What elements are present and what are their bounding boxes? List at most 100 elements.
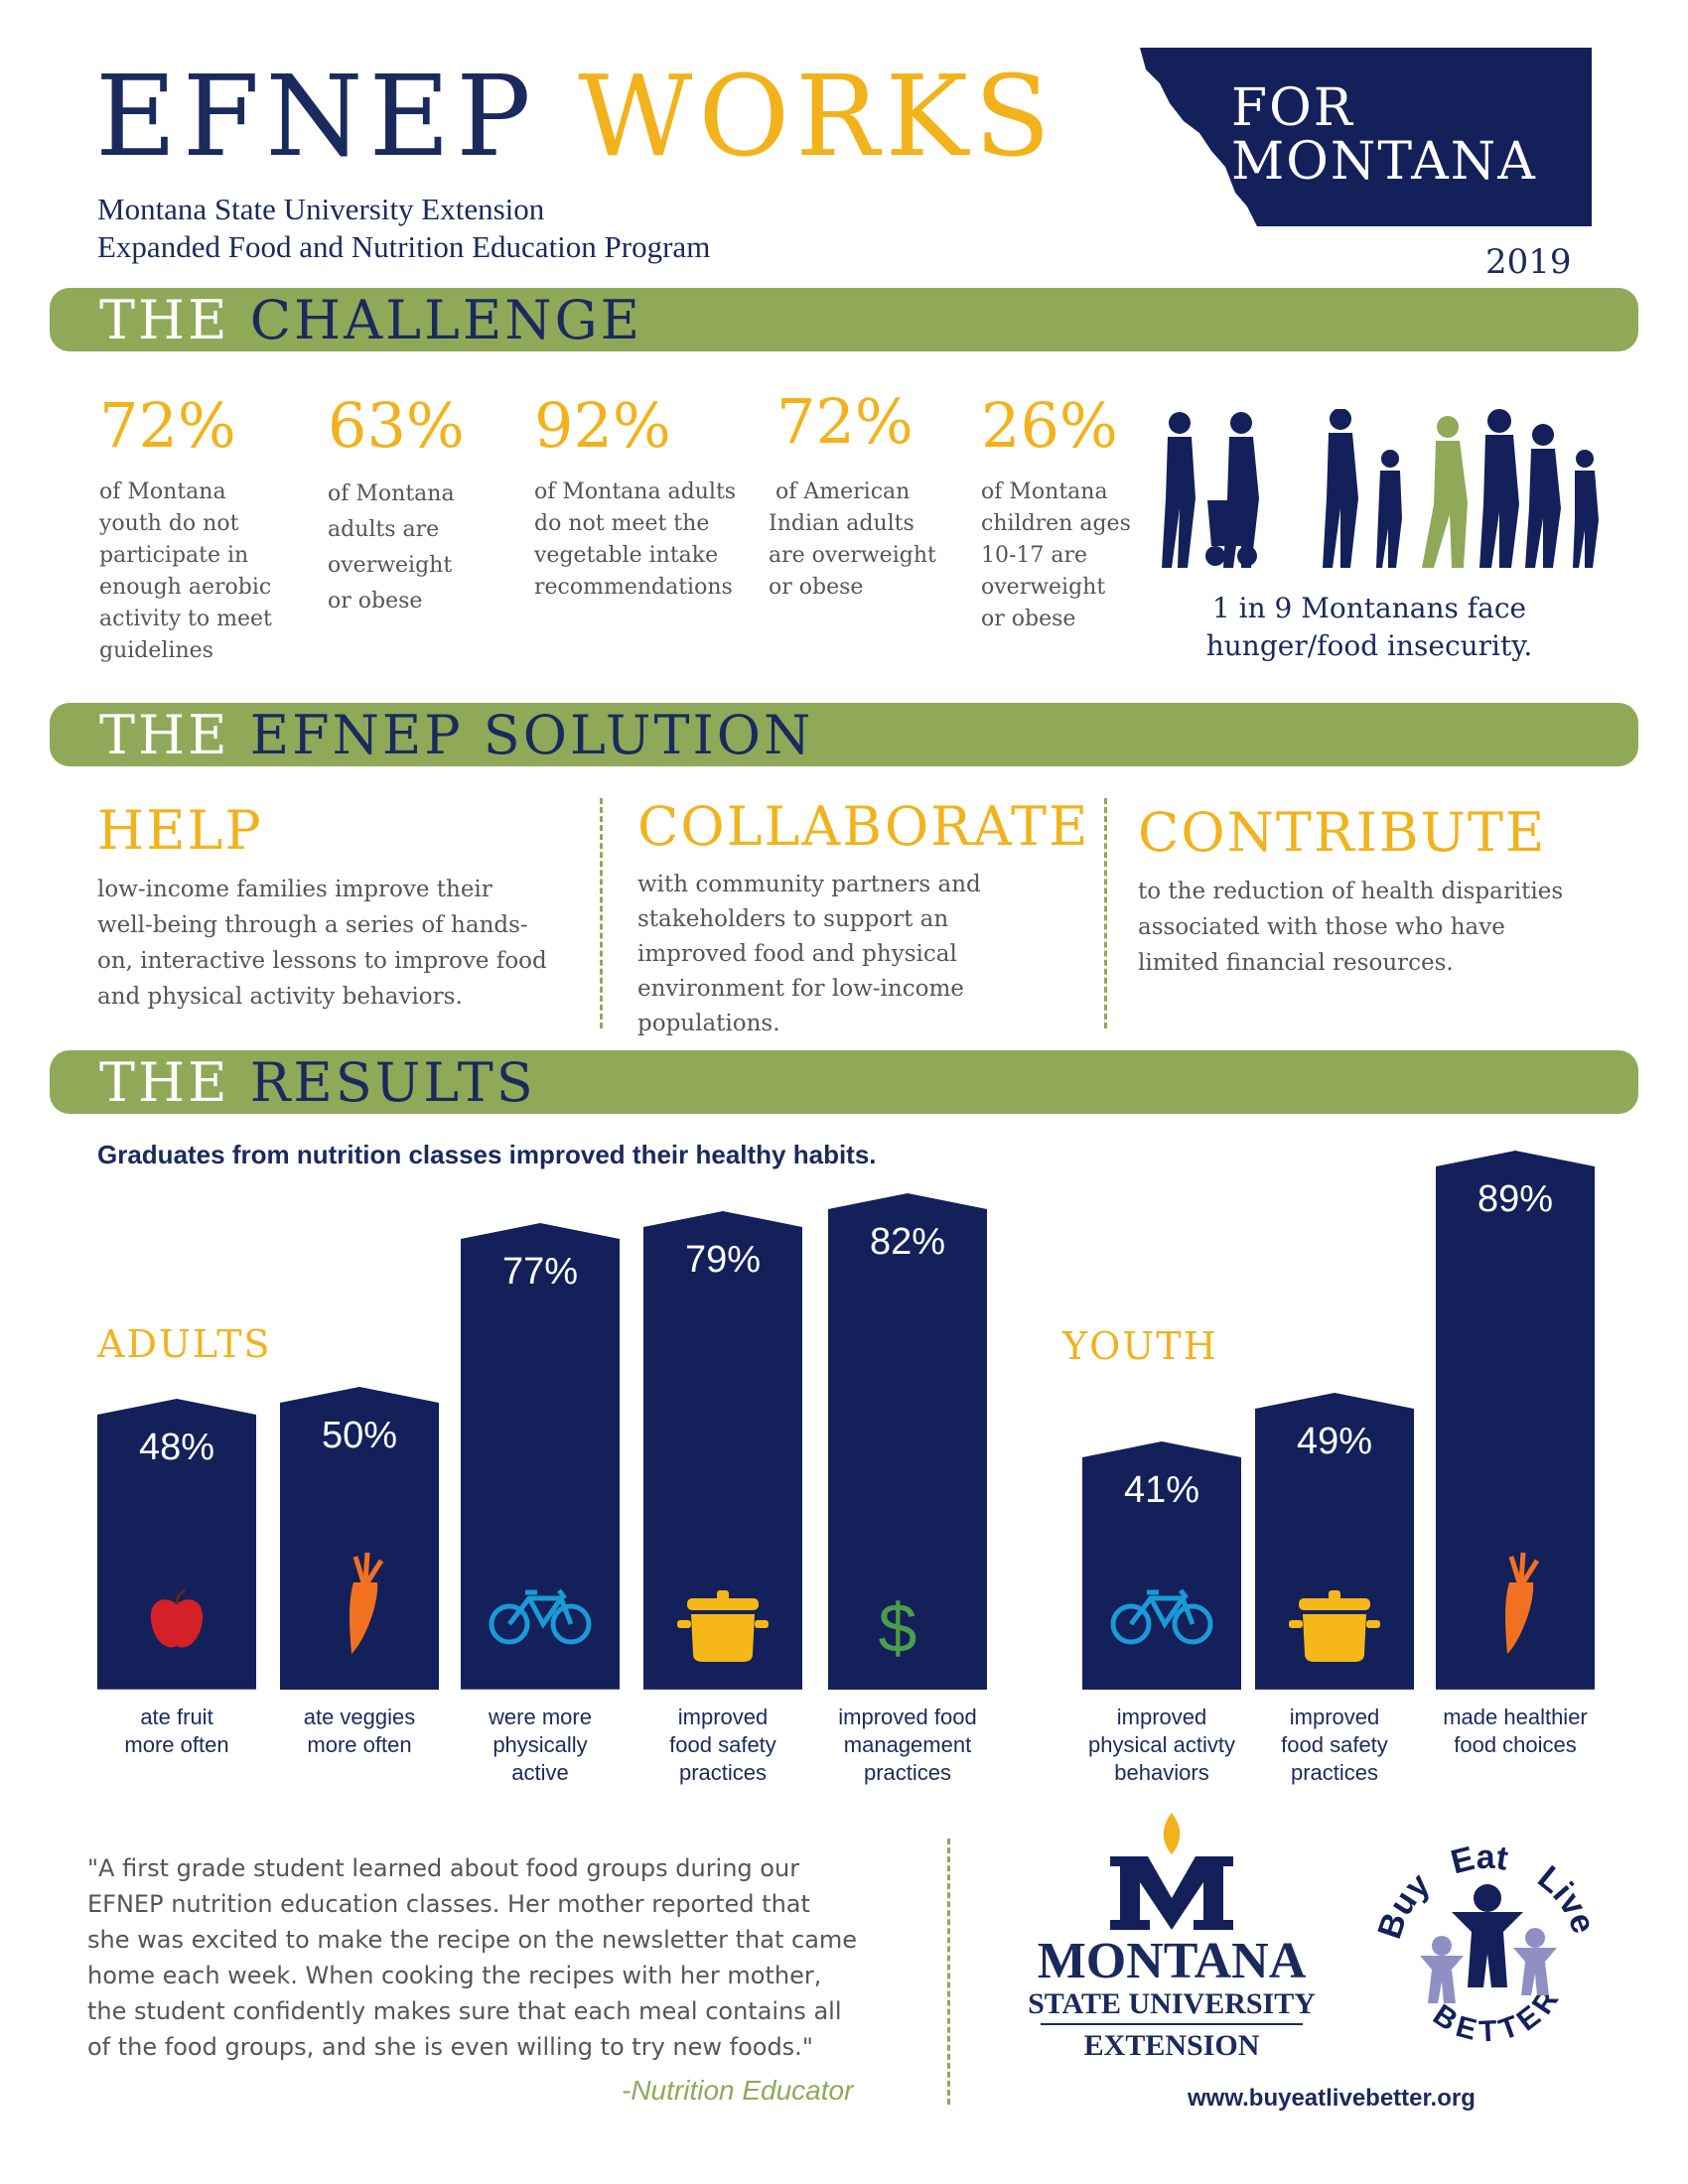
buy-eat-live-better-logo-icon: Buy Eat Live BETTER xyxy=(1370,1839,1603,2049)
bar-caption: improved food safety practices xyxy=(633,1704,812,1787)
bar-youth-1 xyxy=(1082,1440,1241,1690)
quote-line: "A first grade student learned about foo… xyxy=(87,1854,800,1882)
quote-line: she was excited to make the recipe on th… xyxy=(87,1926,858,1954)
svg-text:$: $ xyxy=(879,1589,917,1666)
bar-adults-1 xyxy=(97,1399,256,1690)
banner-word-the: THE xyxy=(99,704,230,766)
title-efnep: EFNEP xyxy=(95,53,537,182)
bar-caption-line: more often xyxy=(124,1732,229,1757)
bar-adults-2 xyxy=(280,1387,439,1690)
bar-caption-line: food safety xyxy=(669,1732,776,1757)
solution-line: and physical activity behaviors. xyxy=(97,984,463,1010)
solution-line: well-being through a series of hands- xyxy=(97,912,528,938)
bar-caption: improved physical activty behaviors xyxy=(1072,1704,1251,1787)
stat-line: enough aerobic xyxy=(99,575,272,600)
for-montana-label: FOR MONTANA xyxy=(1231,81,1537,189)
bar-adults-5 xyxy=(828,1192,987,1690)
svg-text:Buy: Buy xyxy=(1370,1865,1437,1943)
bel-word-buy: Buy xyxy=(1370,1865,1437,1943)
quote-line: the student confidently makes sure that … xyxy=(87,1997,842,2025)
stat-line: guidelines xyxy=(99,638,213,663)
solution-line: with community partners and xyxy=(637,872,981,897)
bar-caption-line: improved xyxy=(1289,1705,1380,1729)
bar-caption-line: improved food xyxy=(838,1705,977,1729)
website-link[interactable]: www.buyeatlivebetter.org xyxy=(1188,2085,1476,2112)
stat-line: or obese xyxy=(769,575,864,600)
msu-logo-extension: EXTENSION xyxy=(1083,2029,1260,2062)
solution-divider xyxy=(600,798,603,1028)
stat-description: of Montana children ages 10-17 are overw… xyxy=(981,477,1131,635)
solution-line: improved food and physical xyxy=(637,941,957,967)
solution-heading: THE EFNEP SOLUTION xyxy=(99,709,813,762)
stat-line: of American xyxy=(769,479,911,504)
stat-value: 92% xyxy=(534,389,671,462)
bar-caption-line: active xyxy=(511,1760,569,1785)
solution-banner xyxy=(50,703,1638,766)
challenge-heading: THE CHALLENGE xyxy=(99,294,642,347)
stat-line: of Montana adults xyxy=(534,479,737,504)
testimonial-attribution: -Nutrition Educator xyxy=(622,2075,854,2106)
stat-value: 26% xyxy=(981,389,1118,462)
quote-line: EFNEP nutrition education classes. Her m… xyxy=(87,1890,810,1918)
bar-caption: were more physically active xyxy=(451,1704,630,1787)
stat-line: Indian adults xyxy=(769,511,914,536)
solution-line: environment for low-income xyxy=(637,976,964,1002)
bar-caption-line: were more xyxy=(489,1705,592,1729)
bel-word-live: Live xyxy=(1531,1858,1603,1938)
bar-value-label: 82% xyxy=(869,1220,946,1263)
hunger-line-1: 1 in 9 Montanans face xyxy=(1211,592,1527,624)
bar-caption-line: physical activty xyxy=(1088,1732,1235,1757)
stat-line: of Montana xyxy=(99,479,226,504)
stat-line: of Montana xyxy=(328,481,455,506)
svg-text:Live: Live xyxy=(1531,1858,1603,1938)
hunger-statistic: 1 in 9 Montanans face hunger/food insecu… xyxy=(1176,590,1563,665)
dollar-sign-icon: $ xyxy=(868,1586,927,1670)
stat-line: or obese xyxy=(328,589,423,614)
bar-caption-line: food safety xyxy=(1281,1732,1388,1757)
solution-line: associated with those who have xyxy=(1138,914,1505,940)
bar-caption-line: ate veggies xyxy=(303,1705,416,1729)
solution-line: low-income families improve their xyxy=(97,877,492,902)
solution-heading-help: HELP xyxy=(97,799,263,862)
banner-word-results: RESULTS xyxy=(249,1051,536,1114)
montana-map-shape xyxy=(1140,48,1592,226)
apple-icon xyxy=(137,1586,216,1660)
page-title: EFNEP WORKS xyxy=(95,62,1056,173)
bar-caption-line: ate fruit xyxy=(140,1705,213,1729)
solution-line: to the reduction of health disparities xyxy=(1138,879,1564,904)
msu-logo-name: MONTANA xyxy=(1037,1933,1307,1989)
bar-caption-line: management xyxy=(843,1732,972,1757)
results-subtitle: Graduates from nutrition classes improve… xyxy=(97,1140,877,1169)
stat-line: are overweight xyxy=(769,543,936,568)
bar-value-label: 50% xyxy=(321,1415,398,1456)
msu-m-logo-icon xyxy=(1110,1813,1233,1930)
stat-line: overweight xyxy=(328,553,453,578)
stat-line: vegetable intake xyxy=(534,543,719,568)
bar-caption-line: improved xyxy=(1116,1705,1207,1729)
solution-heading-contribute: CONTRIBUTE xyxy=(1138,801,1547,864)
bar-caption: ate fruit more often xyxy=(87,1704,266,1759)
msu-logo-university: STATE UNIVERSITY xyxy=(1028,1987,1316,2020)
stat-line: or obese xyxy=(981,607,1076,631)
bar-value-label: 48% xyxy=(138,1427,215,1469)
stat-description: of Montana youth do not participate in e… xyxy=(99,477,272,667)
bar-adults-3 xyxy=(461,1223,620,1690)
bar-value-label: 77% xyxy=(501,1251,579,1294)
solution-text: low-income families improve their well-b… xyxy=(97,872,574,1015)
stat-description: of Montana adults are overweight or obes… xyxy=(328,477,465,619)
solution-line: populations. xyxy=(637,1011,780,1036)
stat-line: recommendations xyxy=(534,575,733,600)
stat-description: of American Indian adults are overweight… xyxy=(769,477,936,604)
results-banner xyxy=(50,1050,1638,1114)
challenge-stat-4: 72% of American Indian adults are overwe… xyxy=(769,391,936,604)
bar-caption-line: practices xyxy=(863,1760,952,1785)
bar-caption: improved food safety practices xyxy=(1245,1704,1424,1787)
bar-value-label: 89% xyxy=(1477,1178,1554,1221)
bar-caption: improved food management practices xyxy=(818,1704,997,1787)
bar-caption-line: practices xyxy=(1290,1760,1379,1785)
bar-caption-line: improved xyxy=(677,1705,769,1729)
adults-label: ADULTS xyxy=(97,1322,272,1366)
banner-word-challenge: CHALLENGE xyxy=(249,289,643,351)
bicycle-icon xyxy=(486,1586,595,1650)
